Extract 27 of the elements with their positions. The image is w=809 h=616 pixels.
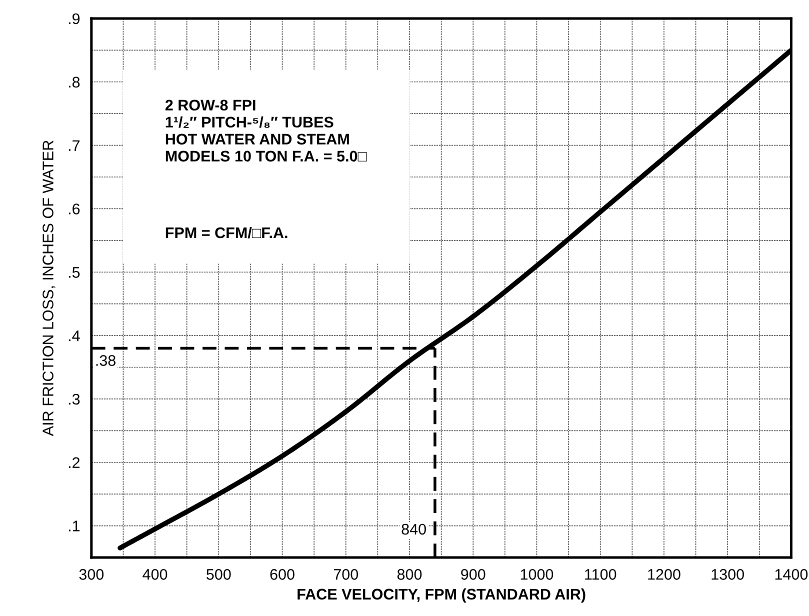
- x-axis-title: FACE VELOCITY, FPM (STANDARD AIR): [298, 588, 586, 603]
- y-tick-label: .4: [68, 330, 80, 342]
- y-tick-label: .3: [68, 394, 80, 405]
- ref-line-label: 840: [402, 524, 426, 535]
- x-tick-label: 1000: [520, 568, 554, 580]
- x-tick-label: 1400: [775, 568, 808, 580]
- x-tick-label: 300: [79, 568, 104, 580]
- x-tick-label: 700: [334, 568, 358, 580]
- x-tick-label: 500: [206, 568, 231, 580]
- y-tick-label: .9: [68, 13, 80, 24]
- y-tick-label: .6: [68, 204, 80, 214]
- y-tick-label: .7: [68, 140, 80, 151]
- y-axis-title: AIR FRICTION LOSS, INCHES OF WATER: [42, 140, 56, 436]
- x-tick-label: 1200: [648, 568, 680, 580]
- y-tick-label: .5: [68, 267, 80, 278]
- y-tick-label: .2: [68, 457, 80, 468]
- ref-line-label: .38: [96, 355, 116, 366]
- y-tick-label: .8: [68, 76, 80, 88]
- x-tick-label: 400: [142, 568, 168, 580]
- x-tick-label: 1300: [712, 568, 744, 580]
- x-tick-label: 800: [397, 568, 422, 580]
- x-tick-label: 600: [270, 568, 294, 580]
- x-tick-label: 1100: [585, 568, 616, 580]
- y-tick-label: .1: [68, 520, 80, 532]
- x-tick-label: 900: [461, 568, 486, 580]
- annotation: 2 ROW-8 FPI 1¹/₂″ PITCH-⁵/₈″ TUBES HOT WATER AND STEAM MODELS 10 TON F.A. = 5.0□: [165, 100, 367, 162]
- annotation: FPM = CFM/□F.A.: [166, 226, 288, 238]
